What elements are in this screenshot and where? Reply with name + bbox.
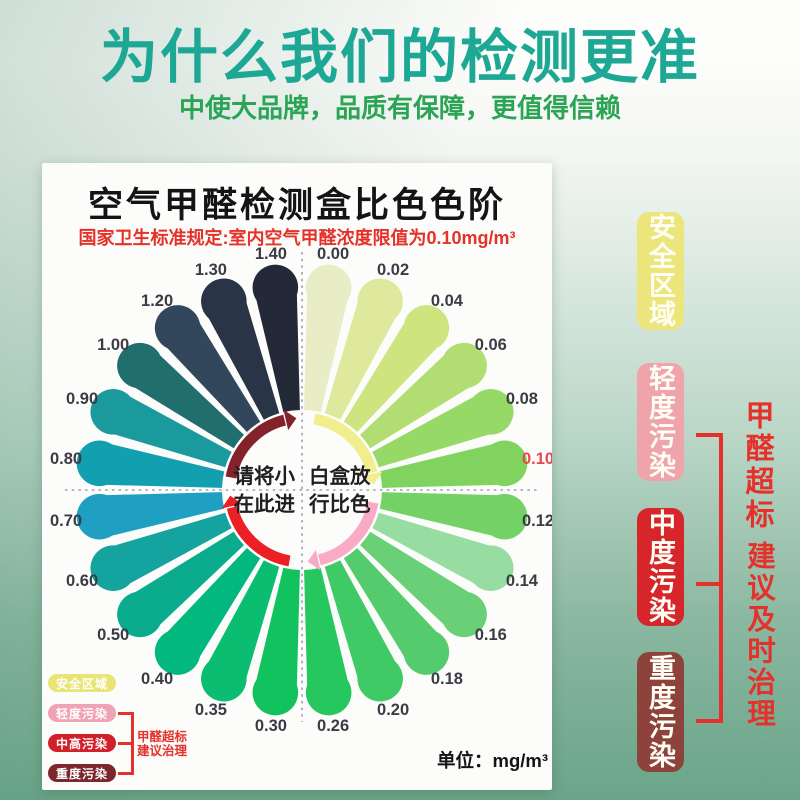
petal-1.00 [117,342,244,449]
petal-label-0.14: 0.14 [506,572,539,590]
petal-0.00 [304,264,352,413]
legend-pill-3: 中高污染 [48,734,116,752]
center-instruction-line1-right: 白盒放 [309,465,371,488]
petal-label-1.00: 1.00 [97,336,129,354]
arc-arrow-heavy-pollution [283,409,297,431]
petal-label-1.30: 1.30 [195,261,227,279]
petal-0.80 [76,440,225,488]
page-title: 为什么我们的检测更准 [99,25,700,90]
petal-0.60 [90,512,232,591]
petal-0.18 [343,548,450,675]
legend-note: 甲醛超标 建议治理 [137,730,187,758]
side-note-advice: 建议及时治理 [743,541,775,730]
arc-arrow-safe-zone [361,471,383,485]
side-bracket-line [719,433,723,723]
petal-0.04 [343,305,450,432]
arc-safe-zone [313,413,378,475]
petal-label-0.10: 0.10 [522,450,552,468]
petal-label-0.16: 0.16 [475,626,507,644]
petal-label-0.12: 0.12 [522,512,552,530]
petal-0.40 [154,548,261,675]
legend-pill-4: 重度污染 [48,764,116,782]
side-pollution-scale: 安全区域轻度污染中度污染重度污染 [637,212,684,772]
petal-label-0.26: 0.26 [317,717,349,735]
petal-label-1.40: 1.40 [255,245,287,263]
petal-label-0.35: 0.35 [195,701,227,719]
center-instruction-line2-right: 行比色 [309,493,371,516]
legend-bracket-tick-2 [118,742,132,745]
petal-label-0.60: 0.60 [66,572,98,590]
petal-label-0.30: 0.30 [255,717,287,735]
side-bracket-tick-1 [696,433,719,437]
side-pill-2: 轻度污染 [637,363,684,481]
petal-0.26 [304,567,352,716]
petal-label-0.70: 0.70 [50,512,82,530]
legend-bracket-tick-3 [118,772,132,775]
petal-1.20 [154,305,261,432]
arc-medium-pollution [226,505,291,567]
petal-0.20 [324,560,403,702]
side-pill-1: 安全区域 [637,212,684,330]
petal-0.30 [252,567,300,716]
petal-label-0.02: 0.02 [377,261,409,279]
color-wheel: 0.00 0.02 0.04 0.06 0.08 0.10 0.12 0.14 0.16 0.18… [50,245,552,735]
card-title: 空气甲醛检测盒比色色阶 [87,186,506,225]
legend-pill-1: 安全区域 [48,674,116,692]
petal-label-0.50: 0.50 [97,626,129,644]
petal-label-0.40: 0.40 [141,670,173,688]
petal-0.70 [76,492,225,540]
petal-label-0.08: 0.08 [506,390,538,408]
petal-label-0.80: 0.80 [50,450,82,468]
petal-1.30 [201,278,280,420]
petal-0.90 [90,389,232,468]
petal-0.35 [201,560,280,702]
regulation-note: 国家卫生标准规定:室内空气甲醛浓度限值为0.10mg/m³ [78,228,516,248]
petal-0.14 [372,512,514,591]
petal-label-0.00: 0.00 [317,245,349,263]
side-note-exceed: 甲醛超标 [741,400,773,532]
center-instruction-line2-left: 在此进 [233,493,296,516]
side-bracket-tick-3 [696,719,719,723]
legend-bracket-tick-1 [118,712,132,715]
legend-note-line2: 建议治理 [137,744,188,758]
legend-note-line1: 甲醛超标 [137,730,188,744]
color-chart-card: 空气甲醛检测盒比色色阶 国家卫生标准规定:室内空气甲醛浓度限值为0.10mg/m… [42,163,552,790]
petal-1.40 [252,264,300,413]
legend: 安全区域轻度污染中高污染重度污染 [48,674,118,794]
unit-label: 单位：mg/m³ [437,750,549,771]
petal-0.50 [117,531,244,638]
petal-label-0.90: 0.90 [66,390,98,408]
arc-heavy-pollution [225,414,287,479]
arc-light-pollution [317,501,379,566]
petal-0.16 [360,531,487,638]
side-bracket-tick-2 [696,582,719,586]
side-pill-4: 重度污染 [637,652,684,772]
petal-0.12 [379,492,528,540]
petal-0.06 [360,342,487,449]
petal-0.08 [372,389,514,468]
petal-label-0.04: 0.04 [431,292,464,310]
legend-pill-2: 轻度污染 [48,704,116,722]
petal-label-0.18: 0.18 [431,670,463,688]
arc-arrow-light-pollution [307,549,321,571]
side-pill-3: 中度污染 [637,508,684,626]
center-instruction-line1-left: 请将小 [233,465,296,488]
petal-label-0.20: 0.20 [377,701,409,719]
petal-label-1.20: 1.20 [141,292,173,310]
legend-bracket-line [131,712,134,775]
arc-arrow-medium-pollution [221,495,243,509]
petal-0.02 [324,278,403,420]
petal-0.10 [379,440,528,488]
page-subtitle: 中使大品牌，品质有保障，更值得信赖 [178,93,621,123]
petal-label-0.06: 0.06 [475,336,507,354]
